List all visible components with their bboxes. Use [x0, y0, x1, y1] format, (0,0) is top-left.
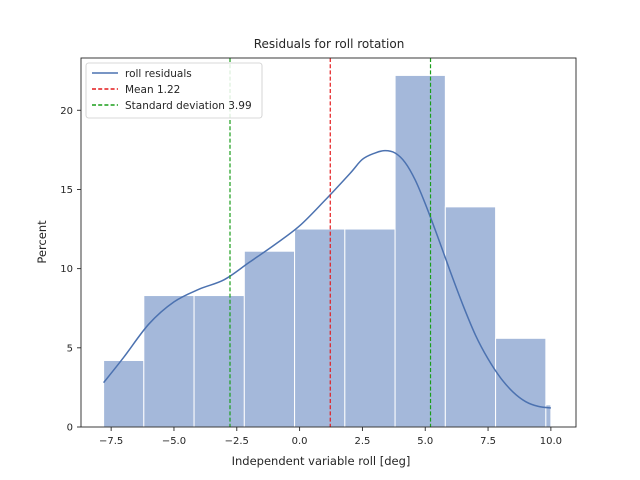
- x-tick-label: 5.0: [417, 436, 433, 447]
- legend-box: [85, 62, 263, 119]
- histogram-bar: [394, 74, 446, 428]
- histogram-bars: [103, 74, 552, 428]
- legend-label: Standard deviation 3.99: [125, 100, 252, 112]
- histogram-bar: [143, 295, 195, 428]
- x-tick-label: 2.5: [354, 436, 370, 447]
- x-axis-ticks: −7.5 −5.0 −2.5 0.0 2.5 5.0 7.5 10.0: [99, 427, 562, 447]
- y-tick-label: 5: [67, 343, 73, 354]
- x-tick-label: −5.0: [162, 436, 186, 447]
- histogram-bar: [193, 295, 245, 428]
- legend-label: roll residuals: [125, 68, 192, 80]
- kde-line: [103, 149, 551, 409]
- histogram-bar: [344, 228, 396, 428]
- chart-title: Residuals for roll rotation: [254, 37, 405, 51]
- histogram-bar: [444, 206, 497, 428]
- x-tick-label: −2.5: [225, 436, 249, 447]
- legend: roll residuals Mean 1.22 Standard deviatio…: [85, 62, 263, 119]
- y-tick-label: 15: [60, 185, 73, 196]
- y-tick-label: 10: [60, 264, 73, 275]
- y-axis-label: Percent: [35, 220, 49, 264]
- y-axis-ticks: 0 5 10 15 20: [60, 106, 81, 434]
- legend-label: Mean 1.22: [125, 84, 180, 96]
- histogram-bar: [103, 359, 145, 428]
- y-tick-label: 20: [60, 106, 73, 117]
- histogram-bar: [294, 228, 346, 428]
- x-tick-label: 0.0: [292, 436, 308, 447]
- x-axis-label: Independent variable roll [deg]: [232, 454, 411, 468]
- reference-lines: [229, 58, 432, 427]
- y-tick-label: 0: [67, 423, 73, 434]
- x-tick-label: 10.0: [540, 436, 562, 447]
- histogram-bar: [243, 250, 296, 428]
- plot-frame: [80, 57, 577, 428]
- histogram-bar: [495, 337, 547, 428]
- x-tick-label: 7.5: [480, 436, 496, 447]
- kde-curve: [103, 149, 551, 409]
- x-tick-label: −7.5: [99, 436, 123, 447]
